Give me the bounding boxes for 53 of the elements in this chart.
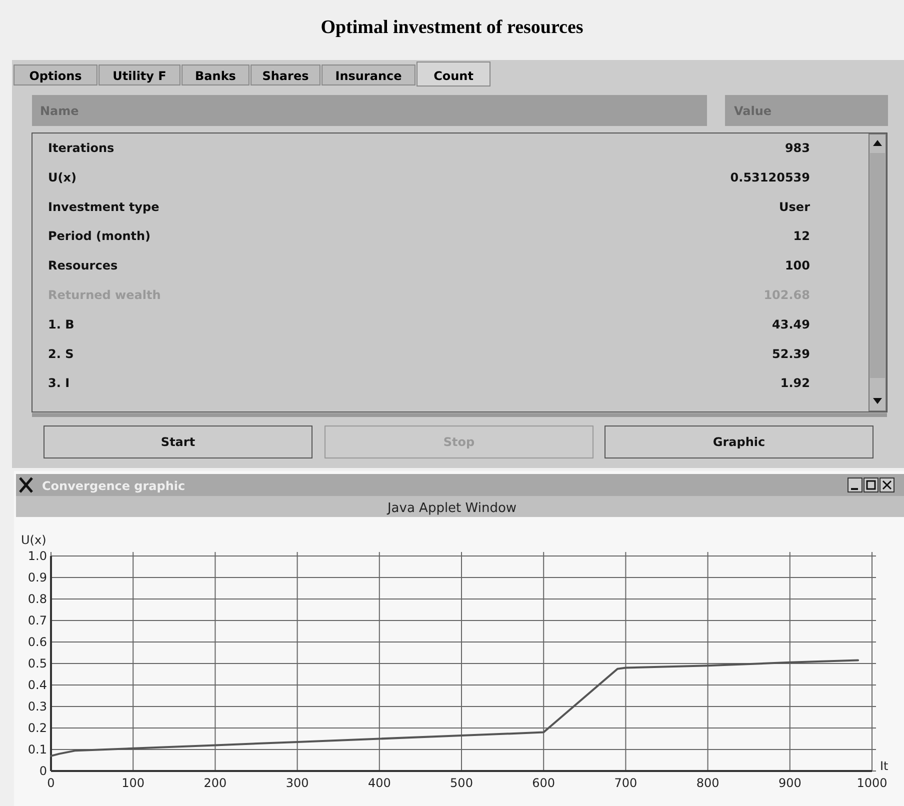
category-label: Investment type xyxy=(48,200,160,214)
y-tick-label: 0.2 xyxy=(28,721,47,735)
y-tick-label: 0.1 xyxy=(28,742,47,756)
chart-title: Convergence graphic xyxy=(42,479,186,493)
x-tick-label: 600 xyxy=(532,776,556,790)
category-label: 3. I xyxy=(48,376,70,390)
y-tick-label: 0.4 xyxy=(28,678,47,692)
category-label: Iterations xyxy=(48,141,114,155)
text: 12 xyxy=(793,229,810,244)
x-tick-label: 1000 xyxy=(856,776,888,790)
text: Options xyxy=(29,69,82,83)
text: Value xyxy=(734,104,772,118)
y-tick-label: 0.6 xyxy=(28,635,47,649)
text: Count xyxy=(434,69,474,83)
text: Start xyxy=(160,435,196,449)
text: Insurance xyxy=(335,69,402,83)
x-tick-label: 300 xyxy=(286,776,309,790)
text: 0.53120539 xyxy=(730,170,810,184)
text: Shares xyxy=(262,69,309,83)
text: Utility F xyxy=(112,69,166,83)
line-series xyxy=(50,659,860,757)
y-tick-label: 0.8 xyxy=(28,592,47,606)
x-tick-label: 900 xyxy=(778,776,802,790)
text: 100 xyxy=(784,258,810,273)
y-tick-label: 0 xyxy=(39,764,47,778)
text: 52.39 xyxy=(772,346,810,361)
category-label: 2. S xyxy=(48,346,74,361)
x-tick-label: 800 xyxy=(696,776,720,790)
chart-subtitle: Java Applet Window xyxy=(386,501,517,516)
text: 983 xyxy=(784,141,810,155)
category-label: Resources xyxy=(48,258,118,273)
text: Name xyxy=(40,104,79,118)
y-tick-label: 1.0 xyxy=(28,549,47,563)
x-tick-label: 200 xyxy=(204,776,227,790)
text: Banks xyxy=(195,69,236,83)
y-tick-label: 0.7 xyxy=(28,614,47,628)
text: Optimal investment of resources xyxy=(320,17,584,38)
x-axis-title: It xyxy=(880,759,889,773)
y-tick-label: 0.9 xyxy=(28,570,47,584)
category-label: U(x) xyxy=(48,170,76,184)
text: User xyxy=(779,200,810,214)
text: 43.49 xyxy=(772,317,810,332)
category-label: Period (month) xyxy=(48,229,151,244)
x-tick-label: 400 xyxy=(368,776,391,790)
category-label: 1. B xyxy=(48,317,74,332)
y-tick-label: 0.3 xyxy=(28,700,47,714)
x-tick-label: 100 xyxy=(122,776,145,790)
x-tick-label: 500 xyxy=(450,776,473,790)
x-tick-label: 700 xyxy=(614,776,638,790)
y-axis-title: U(x) xyxy=(21,533,46,547)
text: Graphic xyxy=(712,435,766,449)
text: 1.92 xyxy=(780,376,810,390)
y-tick-label: 0.5 xyxy=(28,656,47,670)
